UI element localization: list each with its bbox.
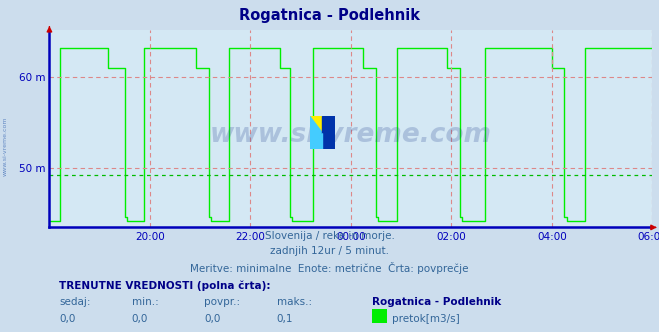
- Polygon shape: [310, 116, 322, 133]
- Text: www.si-vreme.com: www.si-vreme.com: [210, 122, 492, 148]
- Bar: [322, 116, 335, 149]
- Text: TRENUTNE VREDNOSTI (polna črta):: TRENUTNE VREDNOSTI (polna črta):: [59, 281, 271, 291]
- Text: 0,0: 0,0: [132, 314, 148, 324]
- Text: povpr.:: povpr.:: [204, 297, 241, 307]
- Polygon shape: [310, 133, 322, 149]
- Text: Rogatnica - Podlehnik: Rogatnica - Podlehnik: [372, 297, 501, 307]
- Text: Meritve: minimalne  Enote: metrične  Črta: povprečje: Meritve: minimalne Enote: metrične Črta:…: [190, 262, 469, 274]
- Text: zadnjih 12ur / 5 minut.: zadnjih 12ur / 5 minut.: [270, 246, 389, 256]
- Text: www.si-vreme.com: www.si-vreme.com: [3, 116, 8, 176]
- Text: 0,0: 0,0: [204, 314, 221, 324]
- Text: Rogatnica - Podlehnik: Rogatnica - Podlehnik: [239, 8, 420, 23]
- Text: Slovenija / reke in morje.: Slovenija / reke in morje.: [264, 231, 395, 241]
- Polygon shape: [310, 116, 322, 149]
- Text: min.:: min.:: [132, 297, 159, 307]
- Text: pretok[m3/s]: pretok[m3/s]: [392, 314, 460, 324]
- Text: maks.:: maks.:: [277, 297, 312, 307]
- Text: 0,1: 0,1: [277, 314, 293, 324]
- Polygon shape: [310, 116, 322, 133]
- Text: sedaj:: sedaj:: [59, 297, 91, 307]
- Text: 0,0: 0,0: [59, 314, 76, 324]
